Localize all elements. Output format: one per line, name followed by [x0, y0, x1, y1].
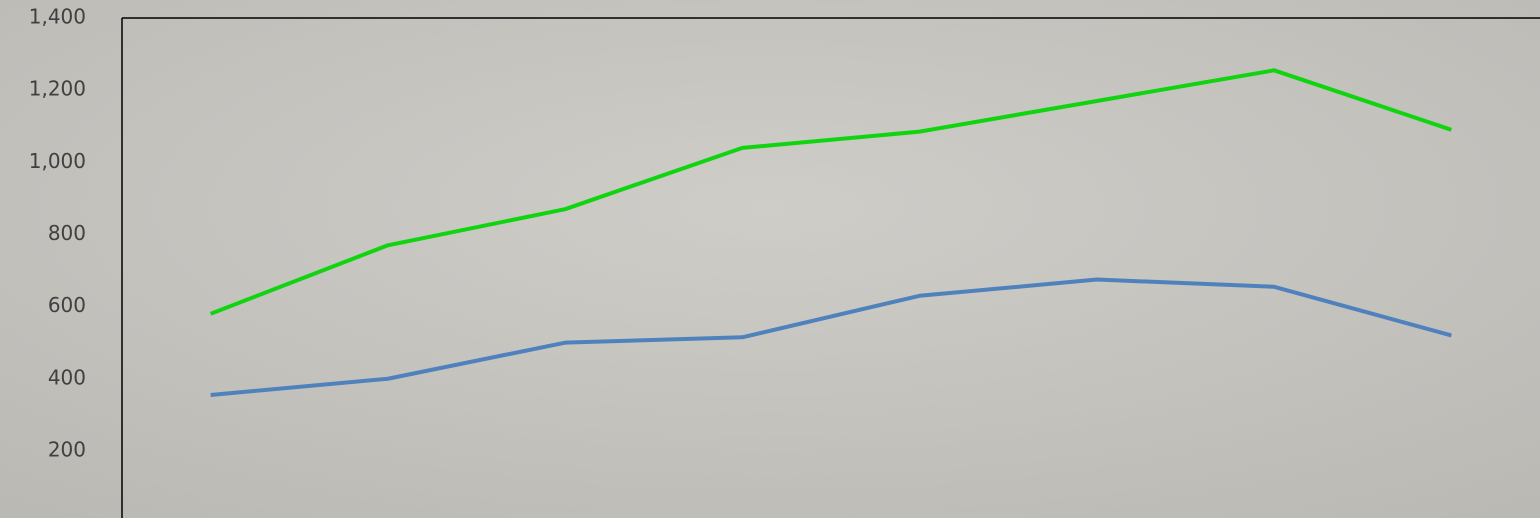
y-tick-label: 1,400 [29, 5, 86, 29]
y-tick-label: 200 [48, 437, 86, 461]
series-line [210, 277, 1452, 397]
y-tick-label: 600 [48, 293, 86, 317]
y-tick-label: 800 [48, 221, 86, 245]
series-line [209, 68, 1453, 316]
y-tick-label: 1,200 [29, 77, 86, 101]
y-tick-label: 400 [48, 365, 86, 389]
y-tick-label: 1,000 [29, 149, 86, 173]
